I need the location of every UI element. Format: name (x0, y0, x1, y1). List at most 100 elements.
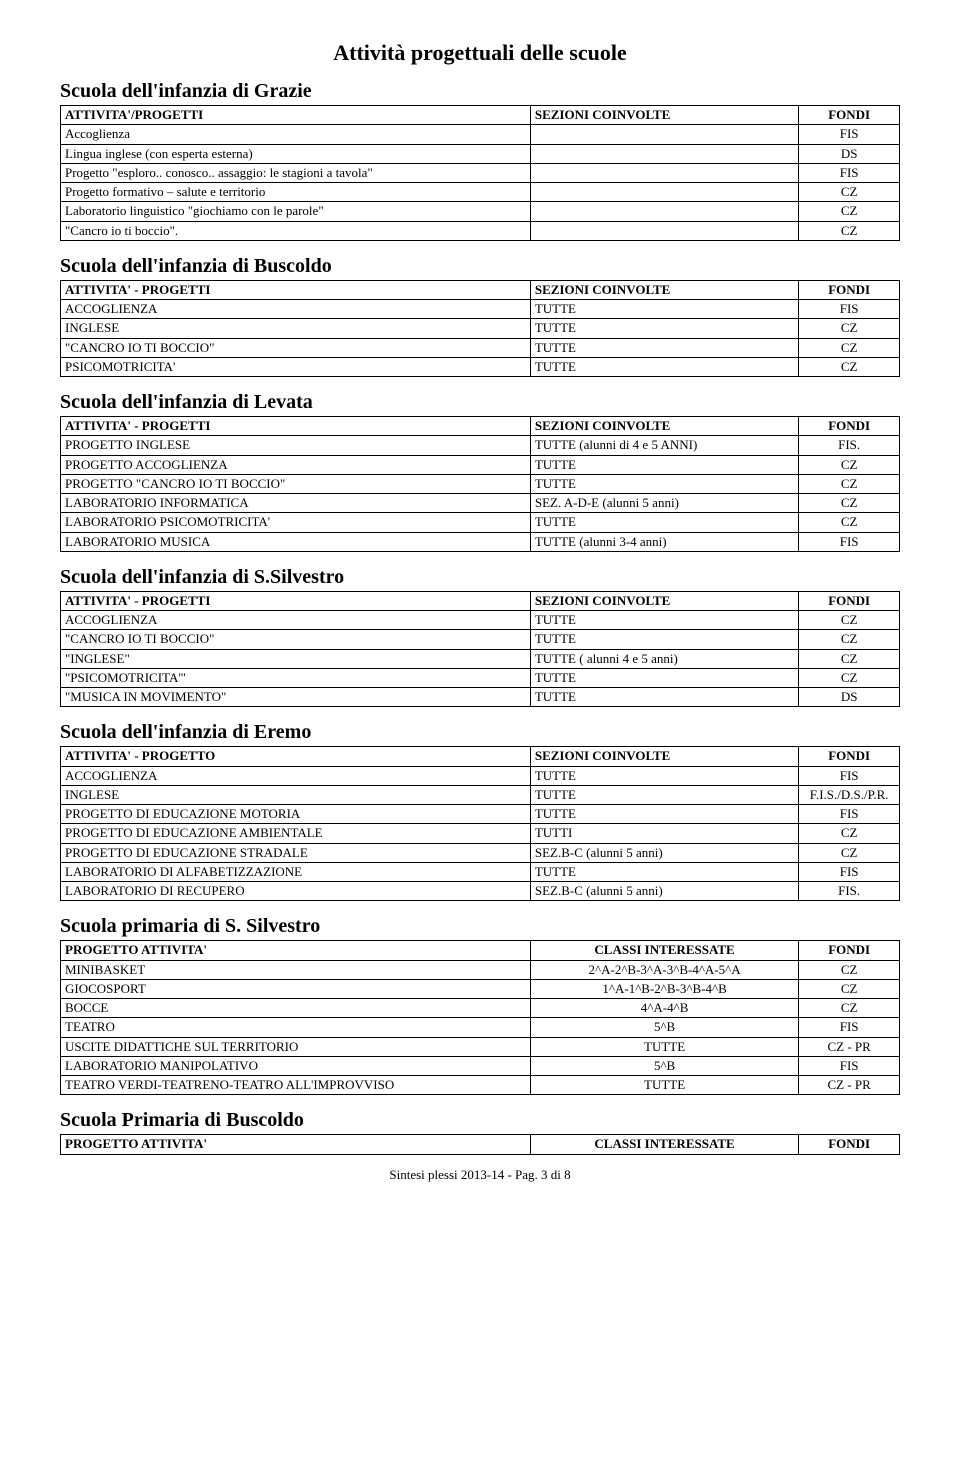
table-cell (530, 144, 798, 163)
table-cell: CZ (799, 824, 900, 843)
table-cell: TUTTE (530, 862, 798, 881)
table-cell: PROGETTO "CANCRO IO TI BOCCIO" (61, 474, 531, 493)
table-cell: CZ (799, 183, 900, 202)
table-row: "INGLESE"TUTTE ( alunni 4 e 5 anni)CZ (61, 649, 900, 668)
sections-container: Scuola dell'infanzia di GrazieATTIVITA'/… (60, 80, 900, 1155)
table-cell: LABORATORIO DI RECUPERO (61, 882, 531, 901)
table-cell: CZ (799, 338, 900, 357)
table-cell (530, 183, 798, 202)
table-cell: FIS (799, 805, 900, 824)
table-cell: TUTTE (530, 455, 798, 474)
table-cell: PROGETTO ACCOGLIENZA (61, 455, 531, 474)
page-title: Attività progettuali delle scuole (60, 40, 900, 66)
table-row: PROGETTO DI EDUCAZIONE AMBIENTALETUTTICZ (61, 824, 900, 843)
table-cell: TUTTE ( alunni 4 e 5 anni) (530, 649, 798, 668)
table-row: INGLESETUTTECZ (61, 319, 900, 338)
table-cell: CZ (799, 843, 900, 862)
table-cell: CZ (799, 494, 900, 513)
table-cell: TEATRO VERDI-TEATRENO-TEATRO ALL'IMPROVV… (61, 1076, 531, 1095)
table-row: TEATRO5^BFIS (61, 1018, 900, 1037)
column-header: PROGETTO ATTIVITA' (61, 1135, 531, 1154)
table-row: GIOCOSPORT1^A-1^B-2^B-3^B-4^BCZ (61, 979, 900, 998)
table-cell: CZ (799, 202, 900, 221)
table-cell: FIS (799, 862, 900, 881)
table-cell: CZ (799, 649, 900, 668)
table-cell: TUTTE (530, 319, 798, 338)
table-cell: CZ (799, 455, 900, 474)
table-row: PROGETTO DI EDUCAZIONE STRADALESEZ.B-C (… (61, 843, 900, 862)
table-cell: "CANCRO IO TI BOCCIO" (61, 630, 531, 649)
table-row: "CANCRO IO TI BOCCIO"TUTTECZ (61, 338, 900, 357)
table-cell: "PSICOMOTRICITA'" (61, 668, 531, 687)
table-cell: TUTTE (530, 300, 798, 319)
table-cell: USCITE DIDATTICHE SUL TERRITORIO (61, 1037, 531, 1056)
column-header: FONDI (799, 106, 900, 125)
table-cell: FIS. (799, 436, 900, 455)
table-row: ACCOGLIENZATUTTEFIS (61, 300, 900, 319)
table-cell: FIS (799, 1018, 900, 1037)
table-row: PROGETTO INGLESETUTTE (alunni di 4 e 5 A… (61, 436, 900, 455)
section-title: Scuola dell'infanzia di Grazie (60, 80, 900, 103)
table-cell: CZ (799, 630, 900, 649)
table-cell: CZ (799, 611, 900, 630)
table-cell: TUTTE (530, 1076, 798, 1095)
table-cell: Progetto formativo – salute e territorio (61, 183, 531, 202)
table-cell: TUTTE (530, 805, 798, 824)
table-row: ACCOGLIENZATUTTECZ (61, 611, 900, 630)
table-cell: INGLESE (61, 319, 531, 338)
table-row: LABORATORIO MANIPOLATIVO5^BFIS (61, 1056, 900, 1075)
table-cell: PROGETTO DI EDUCAZIONE STRADALE (61, 843, 531, 862)
section-title: Scuola dell'infanzia di Eremo (60, 721, 900, 744)
table-cell: TUTTE (530, 1037, 798, 1056)
table-cell: TUTTE (530, 668, 798, 687)
table-row: PROGETTO "CANCRO IO TI BOCCIO"TUTTECZ (61, 474, 900, 493)
section-title: Scuola Primaria di Buscoldo (60, 1109, 900, 1132)
column-header: SEZIONI COINVOLTE (530, 417, 798, 436)
table-cell: ACCOGLIENZA (61, 300, 531, 319)
table-cell: PROGETTO INGLESE (61, 436, 531, 455)
table-cell: TUTTE (530, 357, 798, 376)
table-row: MINIBASKET2^A-2^B-3^A-3^B-4^A-5^ACZ (61, 960, 900, 979)
table-cell: 5^B (530, 1056, 798, 1075)
table-row: "MUSICA IN MOVIMENTO"TUTTEDS (61, 688, 900, 707)
data-table: PROGETTO ATTIVITA'CLASSI INTERESSATEFOND… (60, 1134, 900, 1154)
table-cell (530, 163, 798, 182)
table-cell: DS (799, 688, 900, 707)
table-cell: TUTTE (530, 611, 798, 630)
table-cell: FIS (799, 300, 900, 319)
column-header: ATTIVITA' - PROGETTI (61, 417, 531, 436)
column-header: PROGETTO ATTIVITA' (61, 941, 531, 960)
table-cell: 2^A-2^B-3^A-3^B-4^A-5^A (530, 960, 798, 979)
table-cell: LABORATORIO INFORMATICA (61, 494, 531, 513)
table-row: Progetto formativo – salute e territorio… (61, 183, 900, 202)
table-cell: BOCCE (61, 999, 531, 1018)
table-row: PROGETTO DI EDUCAZIONE MOTORIATUTTEFIS (61, 805, 900, 824)
table-row: TEATRO VERDI-TEATRENO-TEATRO ALL'IMPROVV… (61, 1076, 900, 1095)
table-cell: 5^B (530, 1018, 798, 1037)
column-header: ATTIVITA' - PROGETTI (61, 591, 531, 610)
table-cell: LABORATORIO MANIPOLATIVO (61, 1056, 531, 1075)
table-cell: ACCOGLIENZA (61, 766, 531, 785)
column-header: SEZIONI COINVOLTE (530, 280, 798, 299)
table-cell: PROGETTO DI EDUCAZIONE AMBIENTALE (61, 824, 531, 843)
table-cell: TUTTE (530, 688, 798, 707)
table-cell: TUTTE (alunni di 4 e 5 ANNI) (530, 436, 798, 455)
table-cell: PROGETTO DI EDUCAZIONE MOTORIA (61, 805, 531, 824)
table-cell: CZ (799, 999, 900, 1018)
table-cell: SEZ.B-C (alunni 5 anni) (530, 843, 798, 862)
table-row: AccoglienzaFIS (61, 125, 900, 144)
table-cell: PSICOMOTRICITA' (61, 357, 531, 376)
table-cell: CZ (799, 668, 900, 687)
table-cell: TEATRO (61, 1018, 531, 1037)
table-cell: FIS (799, 766, 900, 785)
data-table: ATTIVITA' - PROGETTOSEZIONI COINVOLTEFON… (60, 746, 900, 901)
table-cell: "CANCRO IO TI BOCCIO" (61, 338, 531, 357)
column-header: SEZIONI COINVOLTE (530, 106, 798, 125)
section-title: Scuola dell'infanzia di S.Silvestro (60, 566, 900, 589)
table-cell: ACCOGLIENZA (61, 611, 531, 630)
table-cell: TUTTE (alunni 3-4 anni) (530, 532, 798, 551)
table-cell: GIOCOSPORT (61, 979, 531, 998)
table-cell: FIS (799, 163, 900, 182)
table-cell (530, 202, 798, 221)
column-header: FONDI (799, 280, 900, 299)
